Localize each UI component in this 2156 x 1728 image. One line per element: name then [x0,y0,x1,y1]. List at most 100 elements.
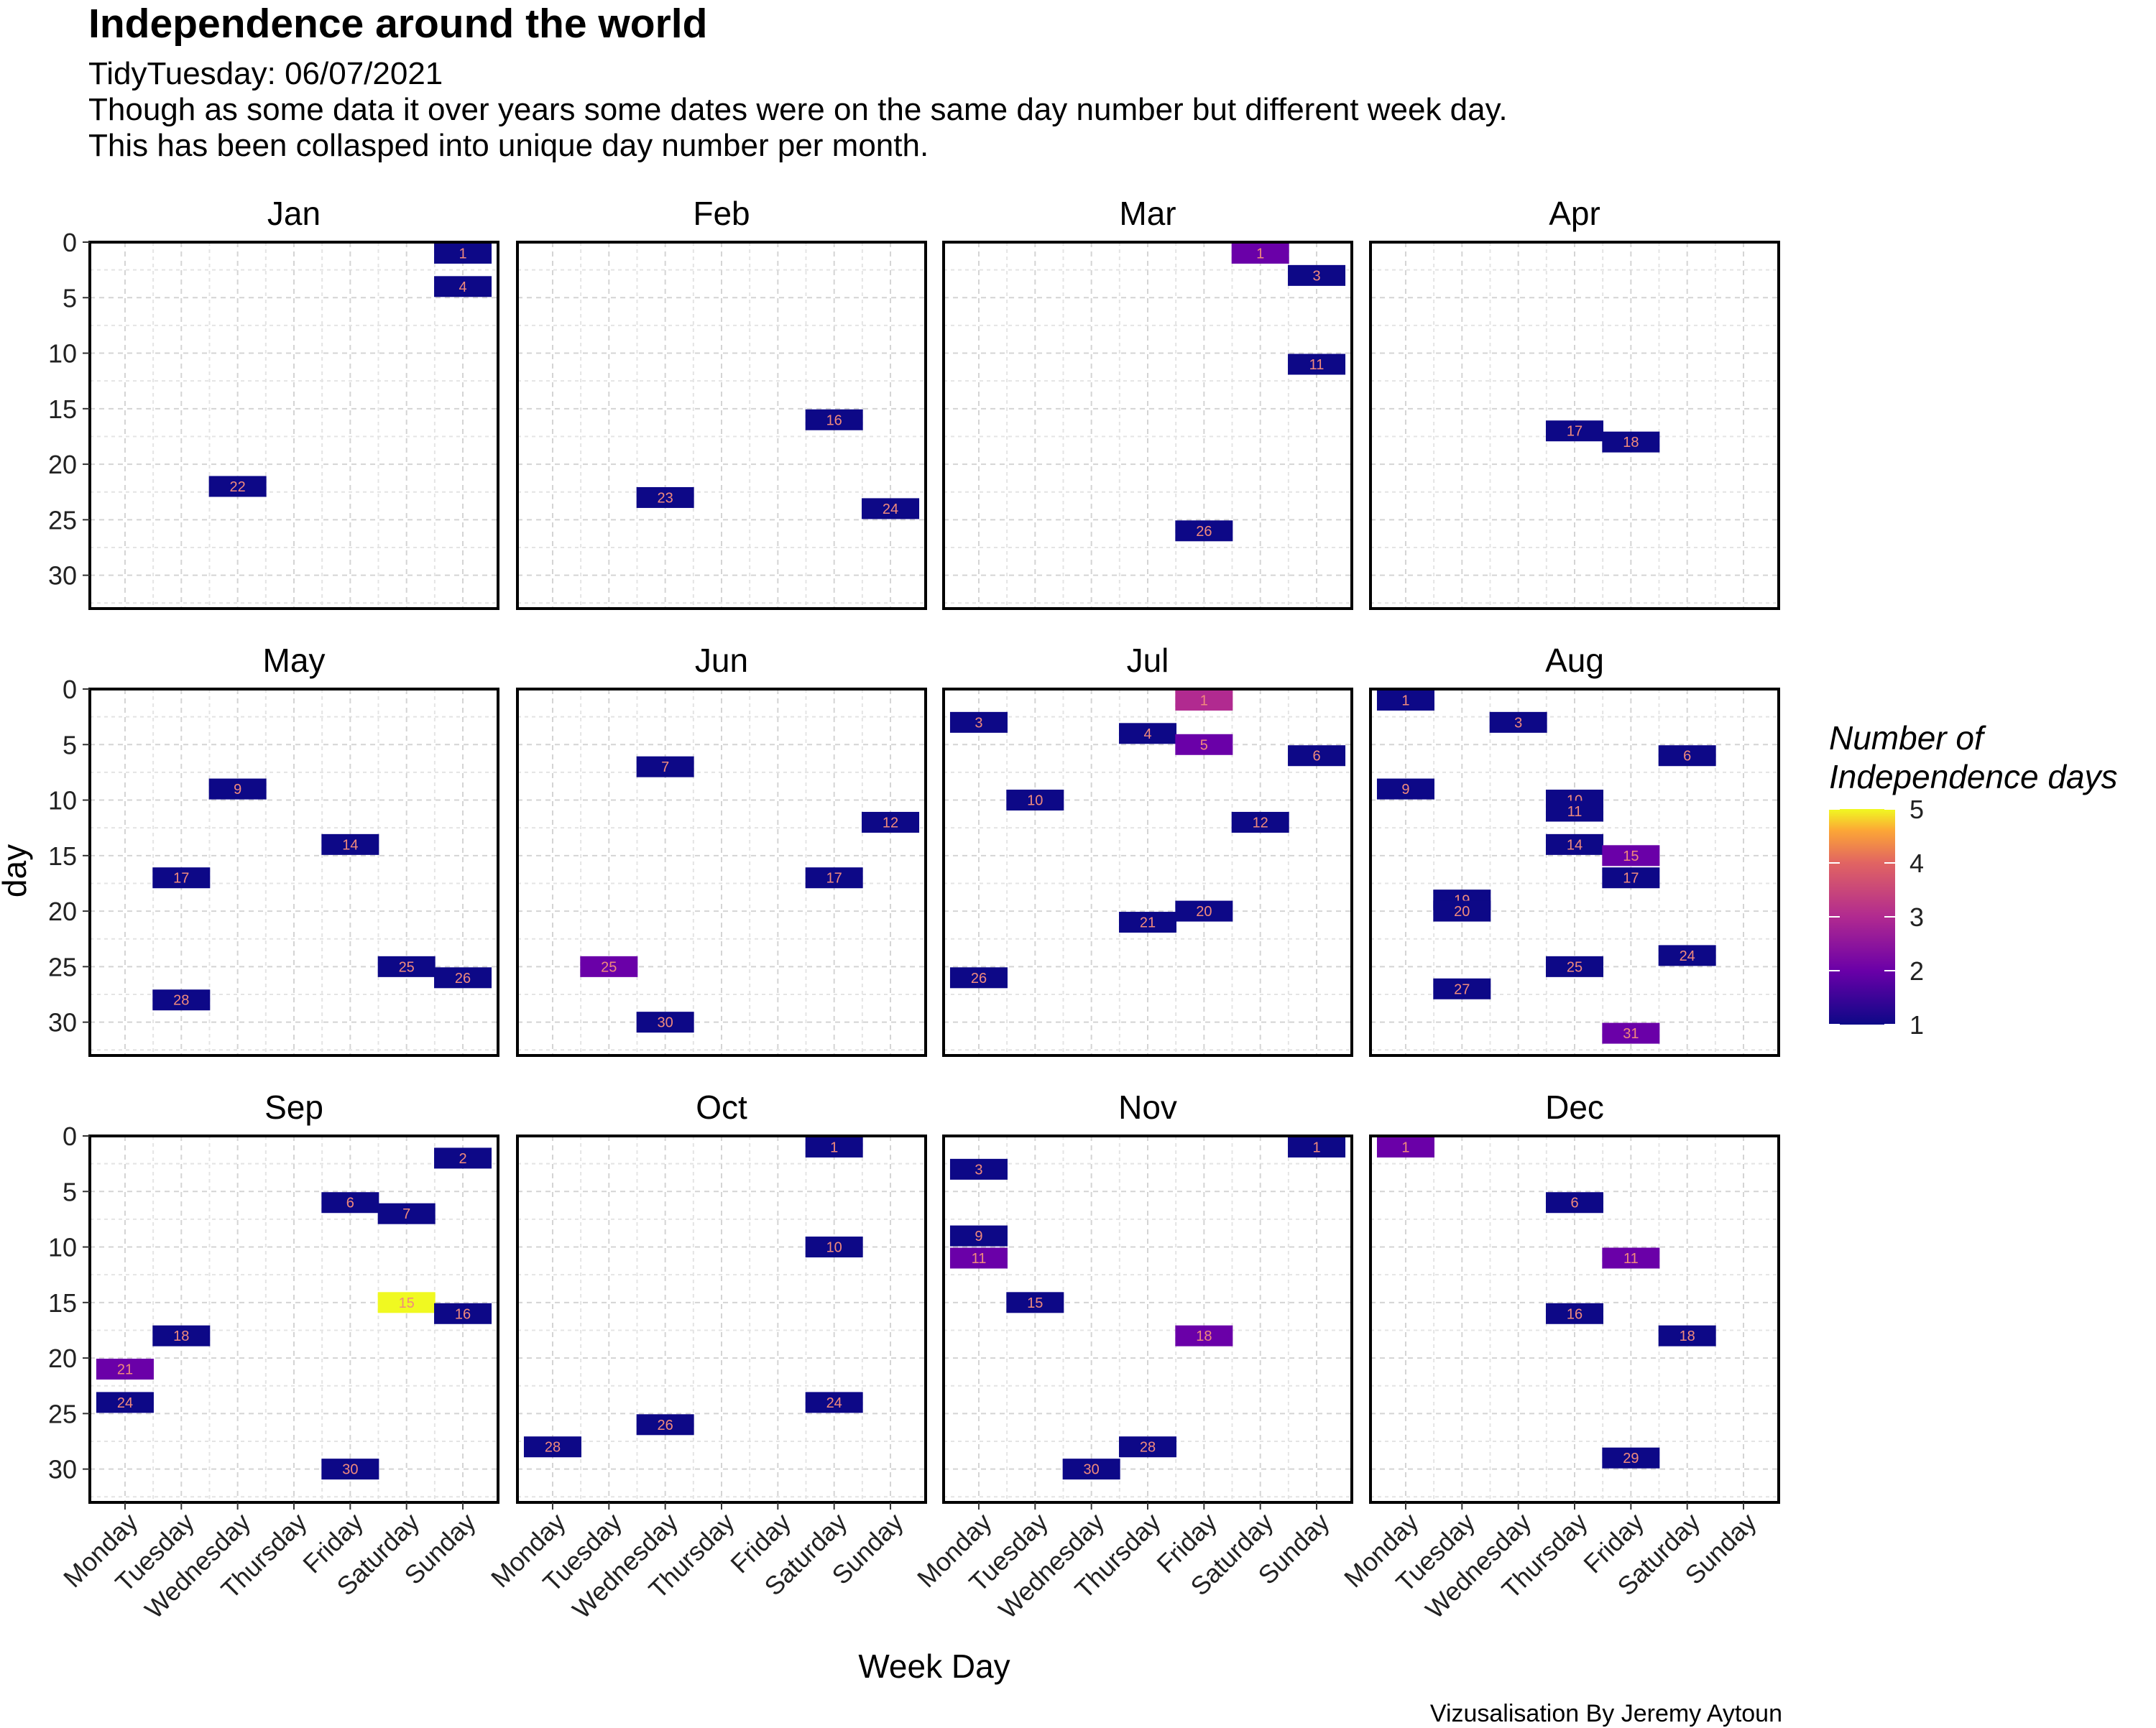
facet-panel-dec: 1611161829DecMondayTuesdayWednesdayThurs… [1338,1089,1780,1625]
cell-day-label: 27 [1454,981,1470,997]
heat-cell [1376,1136,1434,1158]
legend-tick-label: 1 [1909,1010,1924,1040]
cell-day-label: 1 [459,246,466,262]
legend-tick-label: 2 [1909,956,1924,986]
cell-day-label: 1 [1256,246,1264,262]
cell-day-label: 16 [455,1306,471,1322]
cell-day-label: 7 [661,759,669,775]
cell-day-label: 26 [1196,524,1212,540]
heat-cell [636,1414,694,1436]
heat-cell [152,989,211,1011]
facet-strip-label: Jan [267,195,321,232]
cell-day-label: 6 [1683,749,1691,764]
heat-cell [1658,1325,1716,1346]
facet-panel-jun: 7 12 17 25 30 Jun [516,642,927,1057]
heat-cell [949,1247,1008,1269]
y-tick-label: 10 [48,1233,77,1262]
heat-cell [1288,354,1346,375]
chart-subtitle-line: This has been collasped into unique day … [88,128,929,163]
heat-cell [1376,778,1434,800]
heat-cell [377,1292,436,1313]
heat-cell [1602,1022,1660,1044]
cell-day-label: 30 [658,1015,673,1031]
facet-panel-nov: 1391115182830NovMondayTuesdayWednesdayTh… [911,1089,1353,1625]
facet-panel-aug: 13691011141517192024252731Aug [1369,642,1780,1057]
cell-day-label: 6 [1312,749,1320,764]
chart-title: Independence around the world [88,1,708,47]
cell-day-label: 15 [1623,849,1639,864]
panel-border [1369,241,1780,610]
heat-cell [1376,689,1434,711]
heat-cell [1175,689,1233,711]
heat-cell [321,833,379,855]
y-tick-label: 0 [63,675,77,704]
heat-cell [805,409,863,430]
y-tick-label: 20 [48,450,77,479]
facet-strip-label: Jun [695,642,748,679]
cell-day-label: 24 [826,1395,842,1411]
chart-subtitle-line: TidyTuesday: 06/07/2021 [88,56,443,91]
y-tick-label: 30 [48,561,77,591]
cell-day-label: 24 [117,1395,133,1411]
heat-cell [1546,1192,1603,1214]
cell-day-label: 16 [1567,1306,1583,1322]
heat-cell [1433,900,1491,922]
facet-strip-label: Nov [1118,1089,1177,1126]
heat-cell [96,1392,154,1413]
cell-day-label: 22 [230,479,246,495]
heat-cell [1119,912,1176,933]
heat-cell [208,476,267,497]
y-tick-label: 15 [48,394,77,424]
cell-day-label: 31 [1623,1026,1639,1042]
cell-day-label: 18 [1680,1329,1695,1344]
cell-day-label: 24 [883,502,898,517]
cell-day-label: 1 [1312,1140,1320,1155]
cell-day-label: 3 [1514,715,1522,731]
heat-cell [1175,900,1233,922]
panel-border [1369,688,1780,1057]
legend-title-line: Number of [1829,719,1984,757]
panel-border [516,688,927,1057]
cell-day-label: 20 [1454,904,1470,920]
cell-day-label: 15 [399,1295,415,1311]
facet-strip-label: Jul [1127,642,1169,679]
cell-day-label: 20 [1196,904,1212,920]
heat-cell [636,756,694,777]
cell-day-label: 26 [658,1418,673,1433]
heat-cell [1546,800,1603,822]
heat-cell [1489,711,1547,733]
heat-cell [434,242,492,264]
heat-cell [805,1136,863,1158]
cell-day-label: 11 [1623,1251,1639,1267]
cell-day-label: 17 [1567,424,1583,440]
heat-cell [1658,945,1716,966]
heat-cell [1062,1459,1120,1480]
heat-cell [1546,1303,1603,1324]
cell-day-label: 30 [1084,1462,1100,1478]
cell-day-label: 25 [601,959,617,975]
panel-border [516,241,927,610]
cell-day-label: 26 [455,971,471,987]
cell-day-label: 14 [342,837,358,853]
heat-cell [1602,867,1660,889]
y-tick-label: 30 [48,1455,77,1484]
cell-day-label: 21 [117,1362,133,1378]
panel-border [942,688,1353,1057]
y-axis-title: day [0,844,33,897]
heat-cell [805,1237,863,1258]
legend-tick-label: 4 [1909,849,1924,878]
heat-cell [1175,734,1233,755]
heat-cell [1175,520,1233,542]
facet-panel-feb: 16 23 24 Feb [516,195,927,610]
cell-day-label: 3 [975,1162,982,1178]
cell-day-label: 12 [883,815,898,831]
heat-cell [1602,1447,1660,1469]
facet-strip-label: Dec [1545,1089,1604,1126]
heat-cell [434,967,492,989]
heat-cell [321,1192,379,1214]
cell-day-label: 1 [1401,1140,1409,1155]
cell-day-label: 25 [1567,959,1583,975]
cell-day-label: 2 [459,1151,466,1167]
cell-day-label: 10 [1027,793,1043,809]
